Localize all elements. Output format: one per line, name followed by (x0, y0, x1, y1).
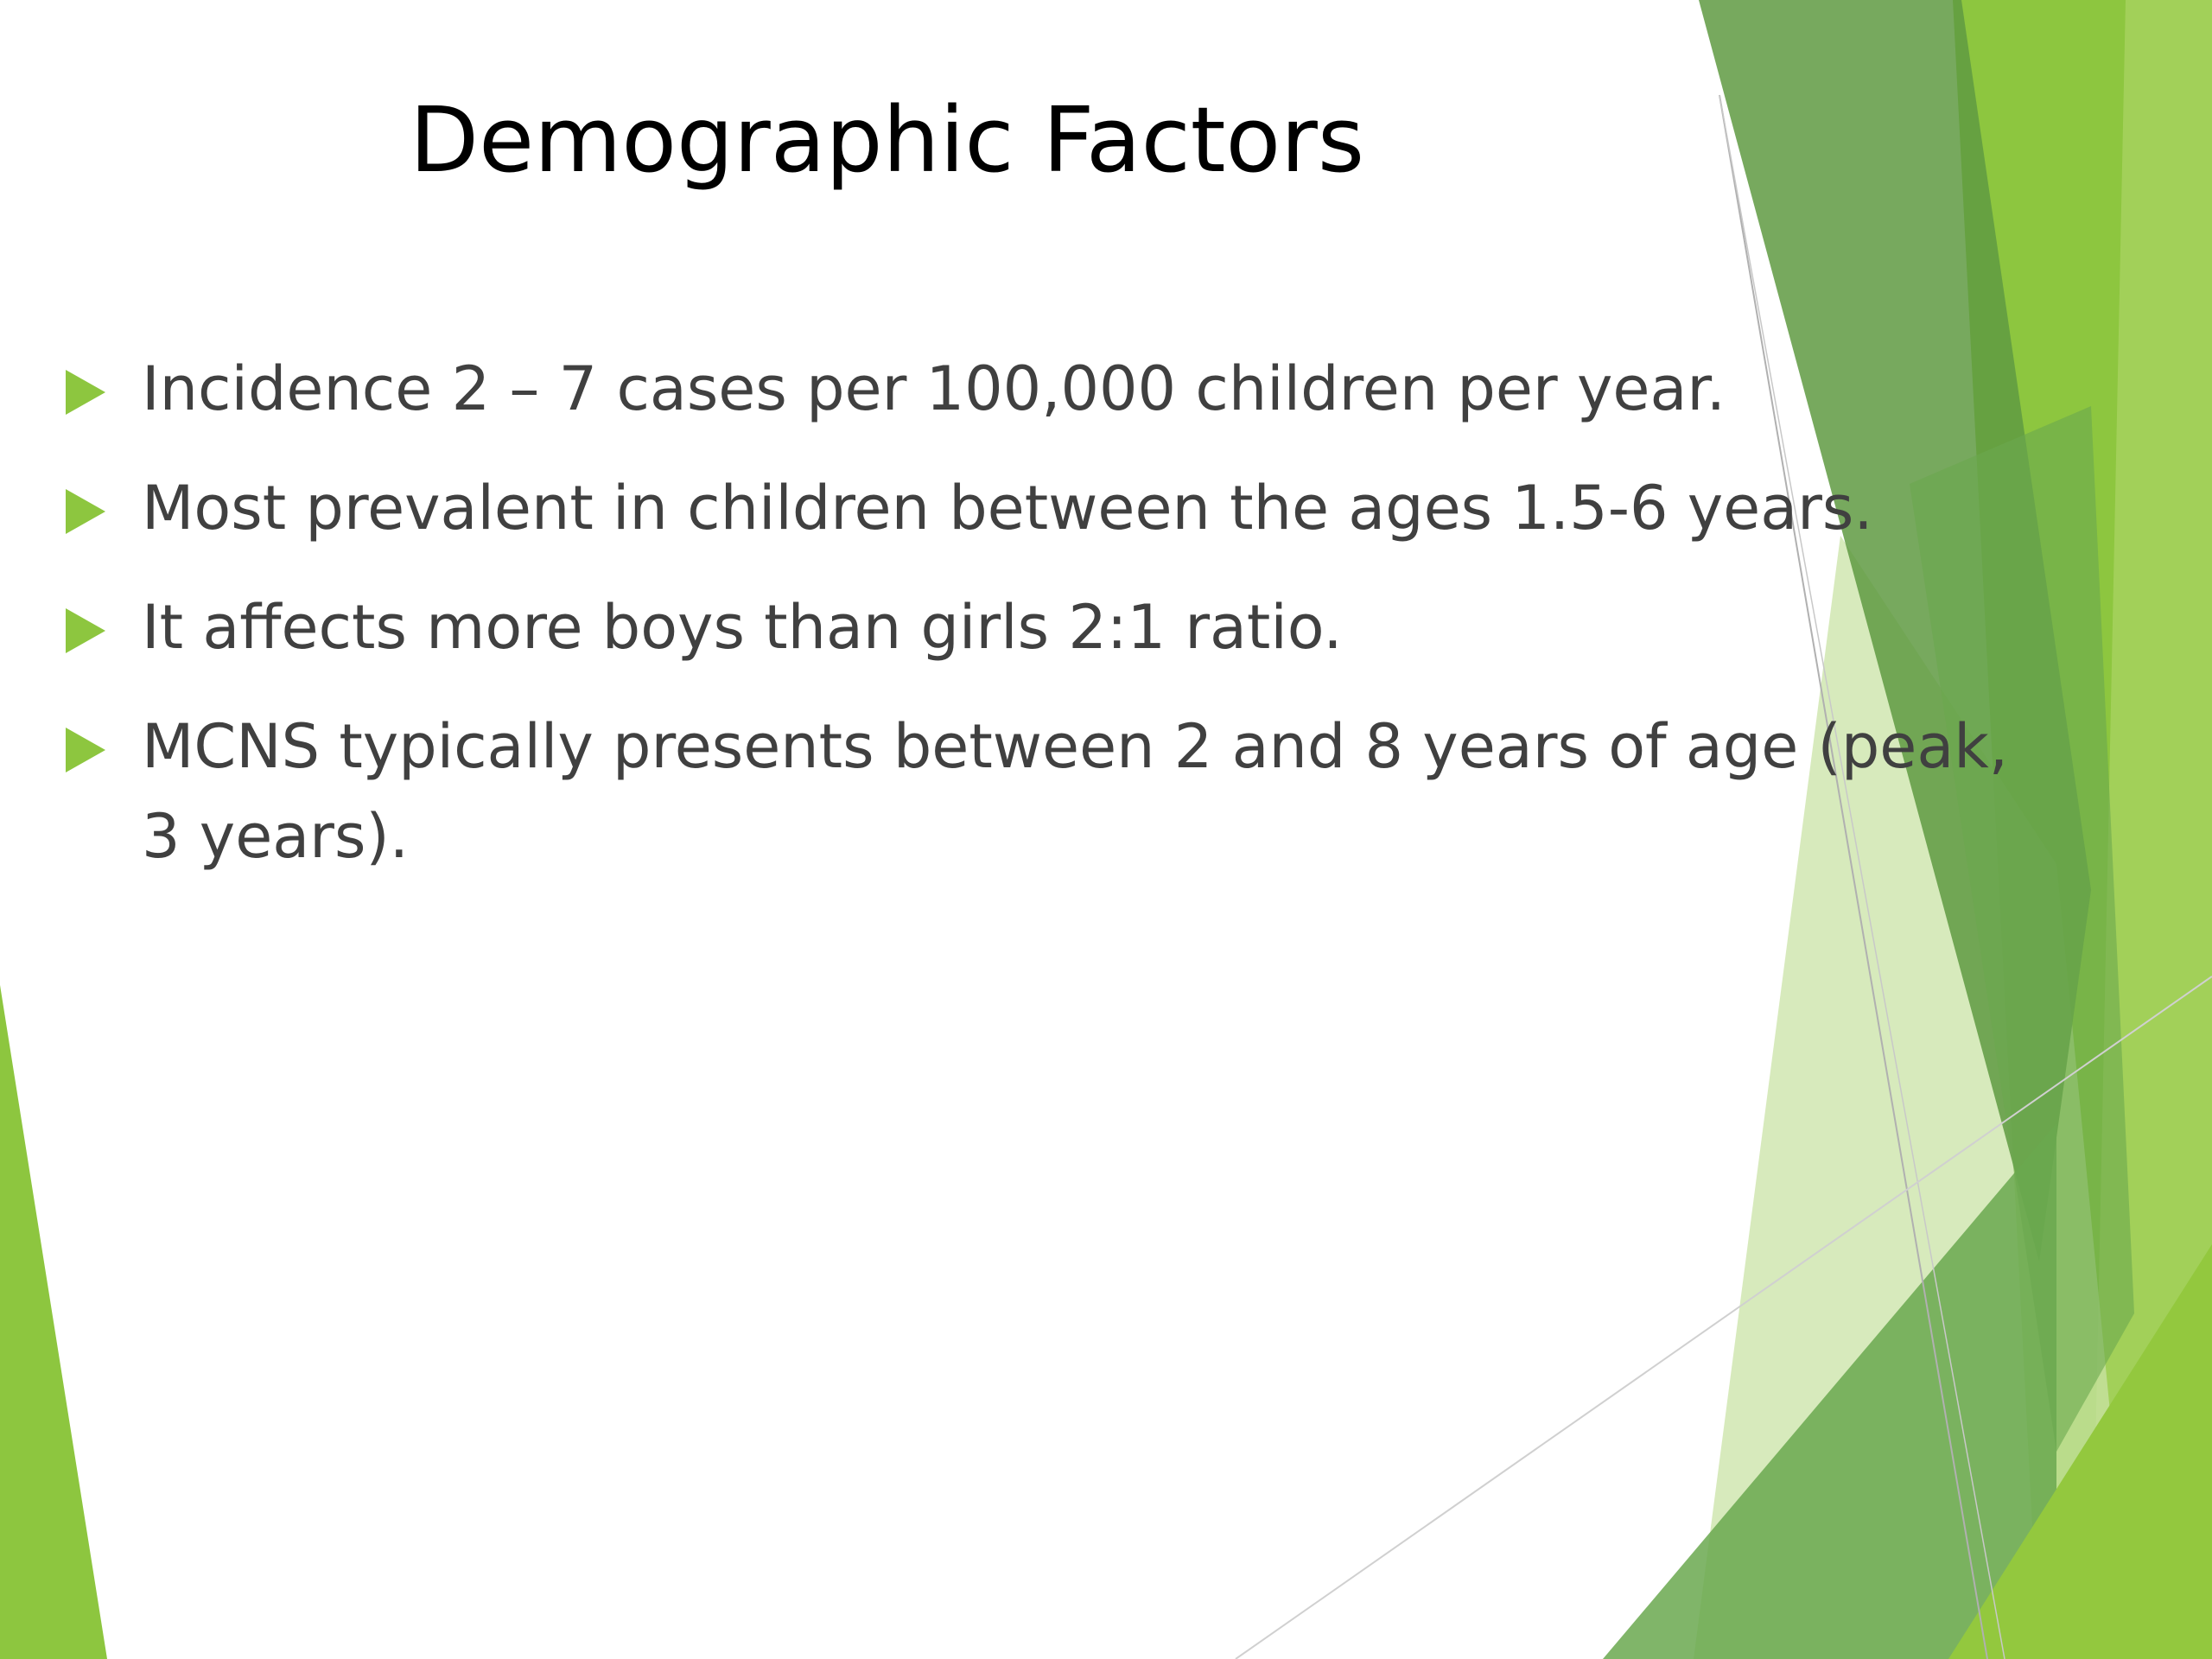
bullet-list: Incidence 2 – 7 cases per 100,000 childr… (0, 344, 2212, 911)
bullet-text: Most prevalent in children between the a… (142, 473, 1873, 543)
thin-line-bottom (1235, 976, 2212, 1659)
triangle-right-icon (66, 489, 105, 534)
bullet-item: Incidence 2 – 7 cases per 100,000 childr… (0, 344, 2212, 434)
thin-line-diagonal-1 (1719, 94, 1988, 1659)
bullet-text: MCNS typically presents between 2 and 8 … (142, 711, 2009, 872)
slide-title: Demographic Factors (410, 87, 1365, 193)
left-green-wedge (0, 985, 107, 1659)
bullet-item: MCNS typically presents between 2 and 8 … (0, 702, 2212, 881)
medium-green-stripe (1910, 406, 2134, 1452)
bullet-text: Incidence 2 – 7 cases per 100,000 childr… (142, 353, 1726, 424)
thin-line-diagonal-2 (1719, 94, 2005, 1659)
triangle-right-icon (66, 370, 105, 415)
bottom-green-triangle (1603, 1123, 2056, 1659)
bottom-right-wedge (1948, 1244, 2212, 1659)
bullet-item: It affects more boys than girls 2:1 rati… (0, 582, 2212, 672)
bullet-item: Most prevalent in children between the a… (0, 463, 2212, 553)
triangle-right-icon (66, 728, 105, 772)
triangle-right-icon (66, 608, 105, 653)
bullet-text: It affects more boys than girls 2:1 rati… (142, 592, 1343, 663)
